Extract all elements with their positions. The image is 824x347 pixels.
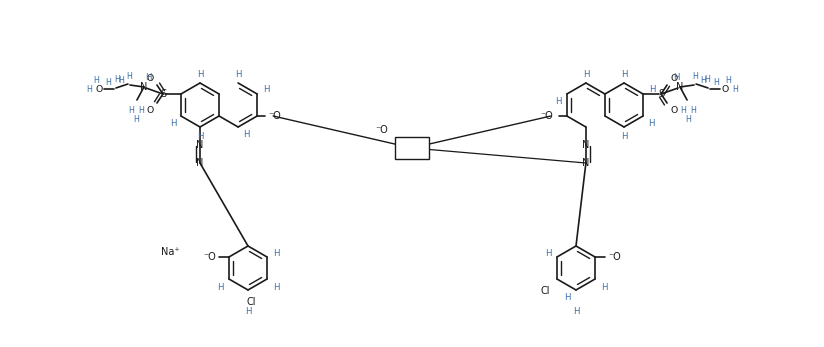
Text: H: H — [245, 307, 251, 316]
Text: N: N — [583, 140, 590, 150]
Text: ⁻O: ⁻O — [269, 111, 282, 121]
Text: H: H — [680, 105, 686, 115]
Text: N: N — [677, 82, 684, 92]
Text: Cl: Cl — [246, 297, 255, 307]
Text: H: H — [114, 75, 119, 84]
Text: N: N — [140, 82, 147, 92]
Text: O: O — [147, 74, 153, 83]
Text: H: H — [583, 69, 589, 78]
Text: H: H — [118, 76, 124, 85]
Text: H: H — [620, 69, 627, 78]
Text: H: H — [273, 282, 279, 291]
Text: H: H — [620, 132, 627, 141]
Text: H: H — [685, 115, 691, 124]
FancyBboxPatch shape — [395, 137, 429, 159]
Text: H: H — [648, 85, 655, 93]
Text: H: H — [273, 248, 279, 257]
Text: H: H — [601, 282, 607, 291]
Text: S: S — [658, 89, 664, 99]
Text: H: H — [197, 132, 204, 141]
Text: H: H — [573, 307, 579, 316]
Text: H: H — [93, 76, 99, 85]
Text: O: O — [722, 85, 728, 93]
Text: O: O — [671, 74, 677, 83]
Text: ⁻O: ⁻O — [609, 252, 621, 262]
Text: H: H — [692, 71, 698, 81]
Text: H: H — [700, 76, 706, 85]
Text: H: H — [564, 294, 570, 303]
Text: O: O — [147, 105, 153, 115]
Text: H: H — [217, 282, 223, 291]
Text: H: H — [713, 77, 719, 86]
Text: H: H — [145, 73, 151, 82]
Text: H: H — [263, 85, 269, 93]
Text: H: H — [725, 76, 731, 85]
Text: H: H — [705, 75, 710, 84]
Text: H: H — [673, 73, 679, 82]
Text: H: H — [648, 118, 654, 127]
Text: Co: Co — [405, 143, 419, 153]
Text: Na⁺: Na⁺ — [161, 247, 180, 257]
Text: N: N — [583, 158, 590, 168]
Text: H: H — [732, 85, 738, 93]
Text: H: H — [105, 77, 111, 86]
Text: Cl: Cl — [541, 286, 550, 296]
Text: H: H — [197, 69, 204, 78]
Text: H: H — [243, 129, 250, 138]
Text: H: H — [133, 115, 139, 124]
Text: H: H — [170, 118, 176, 127]
Text: ⁻O: ⁻O — [204, 252, 217, 262]
Text: H: H — [86, 85, 92, 93]
Text: H: H — [138, 105, 144, 115]
Text: N: N — [196, 140, 204, 150]
Text: O: O — [96, 85, 102, 93]
Text: H: H — [691, 105, 696, 115]
Text: H: H — [128, 105, 133, 115]
Text: N: N — [196, 158, 204, 168]
Text: H: H — [126, 71, 132, 81]
Text: H: H — [235, 69, 241, 78]
Text: H: H — [545, 248, 551, 257]
Text: O: O — [671, 105, 677, 115]
Text: H: H — [555, 96, 562, 105]
Text: ⁻O: ⁻O — [541, 111, 553, 121]
Text: ⁻O: ⁻O — [376, 125, 388, 135]
Text: S: S — [160, 89, 166, 99]
